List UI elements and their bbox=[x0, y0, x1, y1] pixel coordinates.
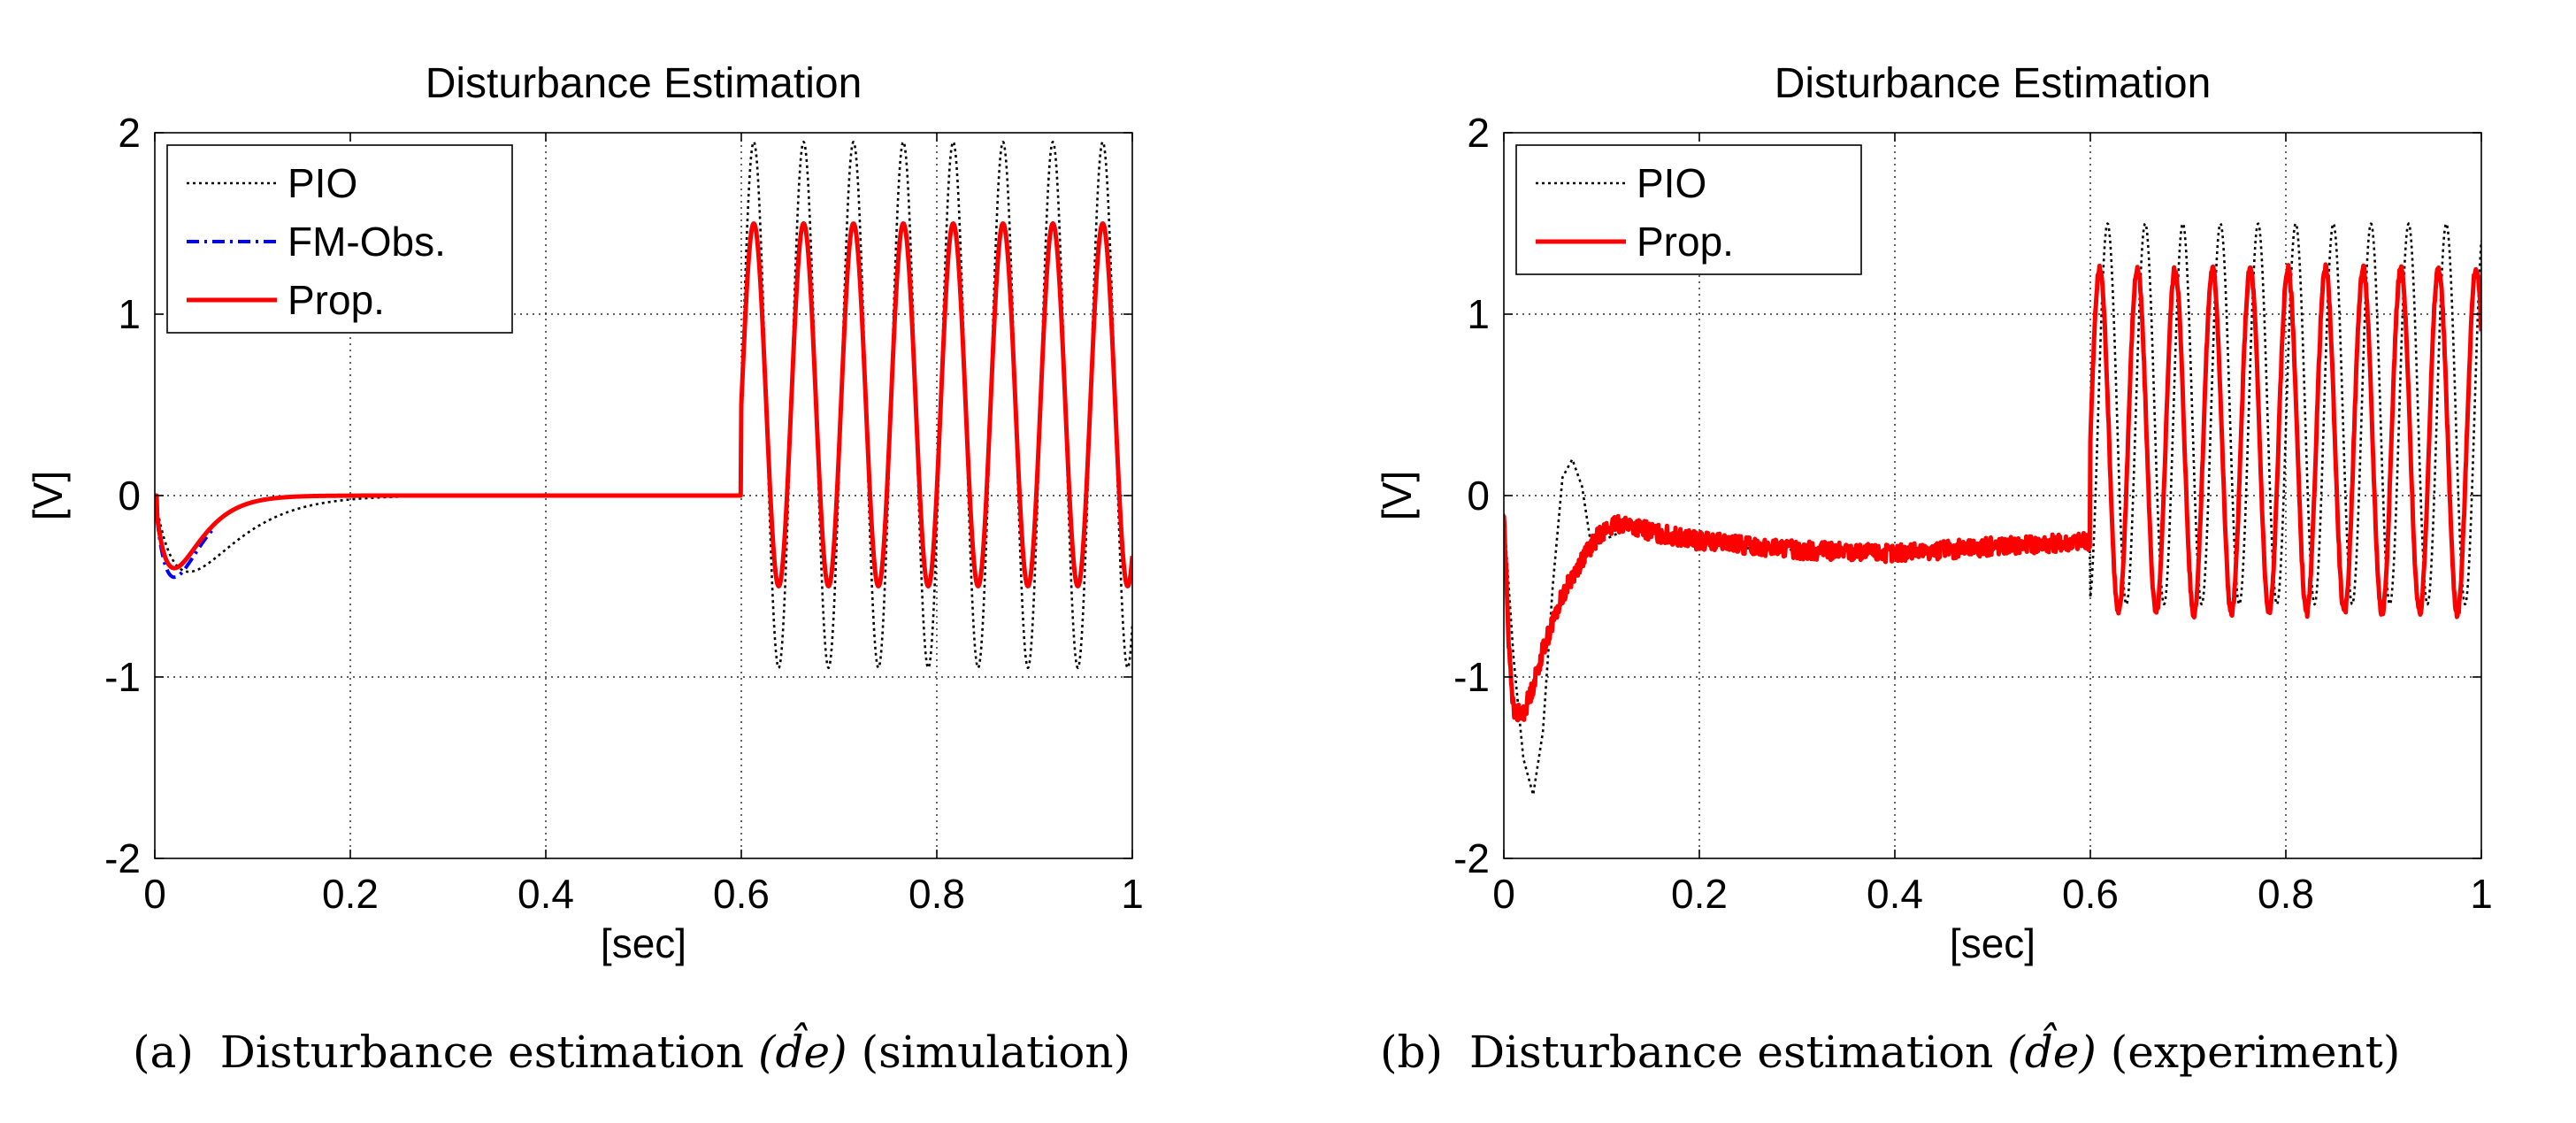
x-tick-label: 1 bbox=[2470, 871, 2493, 917]
x-tick-label: 0.2 bbox=[322, 871, 379, 917]
caption-experiment: (b) Disturbance estimation (d̂e) (experi… bbox=[1380, 1027, 2400, 1078]
y-tick-label: -1 bbox=[1453, 654, 1490, 700]
chart-simulation: 0 0.2 0.4 0.6 0.8 1 -2 -1 0 1 2 Disturbance Estimat… bbox=[25, 60, 1144, 966]
chart-title: Disturbance Estimation bbox=[1775, 60, 2212, 107]
y-axis-label: [V] bbox=[1374, 471, 1420, 520]
legend: PIO Prop. bbox=[1515, 144, 1862, 275]
y-tick-label: -2 bbox=[104, 835, 141, 881]
x-tick-label: 0.4 bbox=[1867, 871, 1923, 917]
y-tick-label: -1 bbox=[104, 654, 141, 700]
y-tick-label: 0 bbox=[118, 473, 141, 519]
y-tick-label: 1 bbox=[1467, 291, 1490, 337]
legend-label: PIO bbox=[288, 160, 357, 206]
x-tick-label: 0.8 bbox=[908, 871, 965, 917]
x-tick-label: 0.6 bbox=[2062, 871, 2119, 917]
series-line-fm-obs bbox=[155, 494, 215, 580]
y-tick-label: 2 bbox=[118, 110, 141, 156]
legend-label: PIO bbox=[1637, 160, 1706, 206]
caption-label: (b) bbox=[1380, 1027, 1444, 1078]
caption-text: Disturbance estimation bbox=[219, 1027, 745, 1078]
caption-simulation: (a) Disturbance estimation (d̂e) (simula… bbox=[133, 1027, 1131, 1078]
chart-title: Disturbance Estimation bbox=[426, 60, 862, 107]
legend-label: Prop. bbox=[288, 277, 385, 323]
legend-label: Prop. bbox=[1637, 219, 1734, 265]
x-tick-label: 0 bbox=[143, 871, 166, 917]
x-tick-label: 0 bbox=[1492, 871, 1515, 917]
x-tick-label: 0.6 bbox=[713, 871, 770, 917]
x-tick-label: 0.2 bbox=[1671, 871, 1728, 917]
y-axis-label: [V] bbox=[25, 471, 71, 520]
caption-math: (d̂e) bbox=[2007, 1027, 2097, 1078]
x-axis-label: [sec] bbox=[601, 920, 686, 966]
series-line-prop bbox=[1504, 262, 2481, 723]
y-tick-label: 2 bbox=[1467, 110, 1490, 156]
legend-label: FM-Obs. bbox=[288, 219, 446, 265]
caption-text: Disturbance estimation bbox=[1468, 1027, 1994, 1078]
caption-suffix: (simulation) bbox=[861, 1027, 1131, 1078]
legend-box bbox=[1515, 144, 1862, 275]
chart-experiment: 0 0.2 0.4 0.6 0.8 1 -2 -1 0 1 2 Disturbance Estimat… bbox=[1374, 60, 2493, 966]
legend: PIO FM-Obs. Prop. bbox=[166, 144, 513, 334]
x-tick-label: 0.4 bbox=[518, 871, 574, 917]
y-tick-label: -2 bbox=[1453, 835, 1490, 881]
caption-label: (a) bbox=[133, 1027, 194, 1078]
series-line-prop bbox=[155, 221, 1132, 588]
x-tick-label: 1 bbox=[1121, 871, 1144, 917]
x-axis-label: [sec] bbox=[1950, 920, 2036, 966]
y-tick-label: 1 bbox=[118, 291, 141, 337]
caption-math: (d̂e) bbox=[758, 1027, 847, 1078]
caption-suffix: (experiment) bbox=[2110, 1027, 2401, 1078]
y-tick-label: 0 bbox=[1467, 473, 1490, 519]
x-tick-label: 0.8 bbox=[2258, 871, 2314, 917]
